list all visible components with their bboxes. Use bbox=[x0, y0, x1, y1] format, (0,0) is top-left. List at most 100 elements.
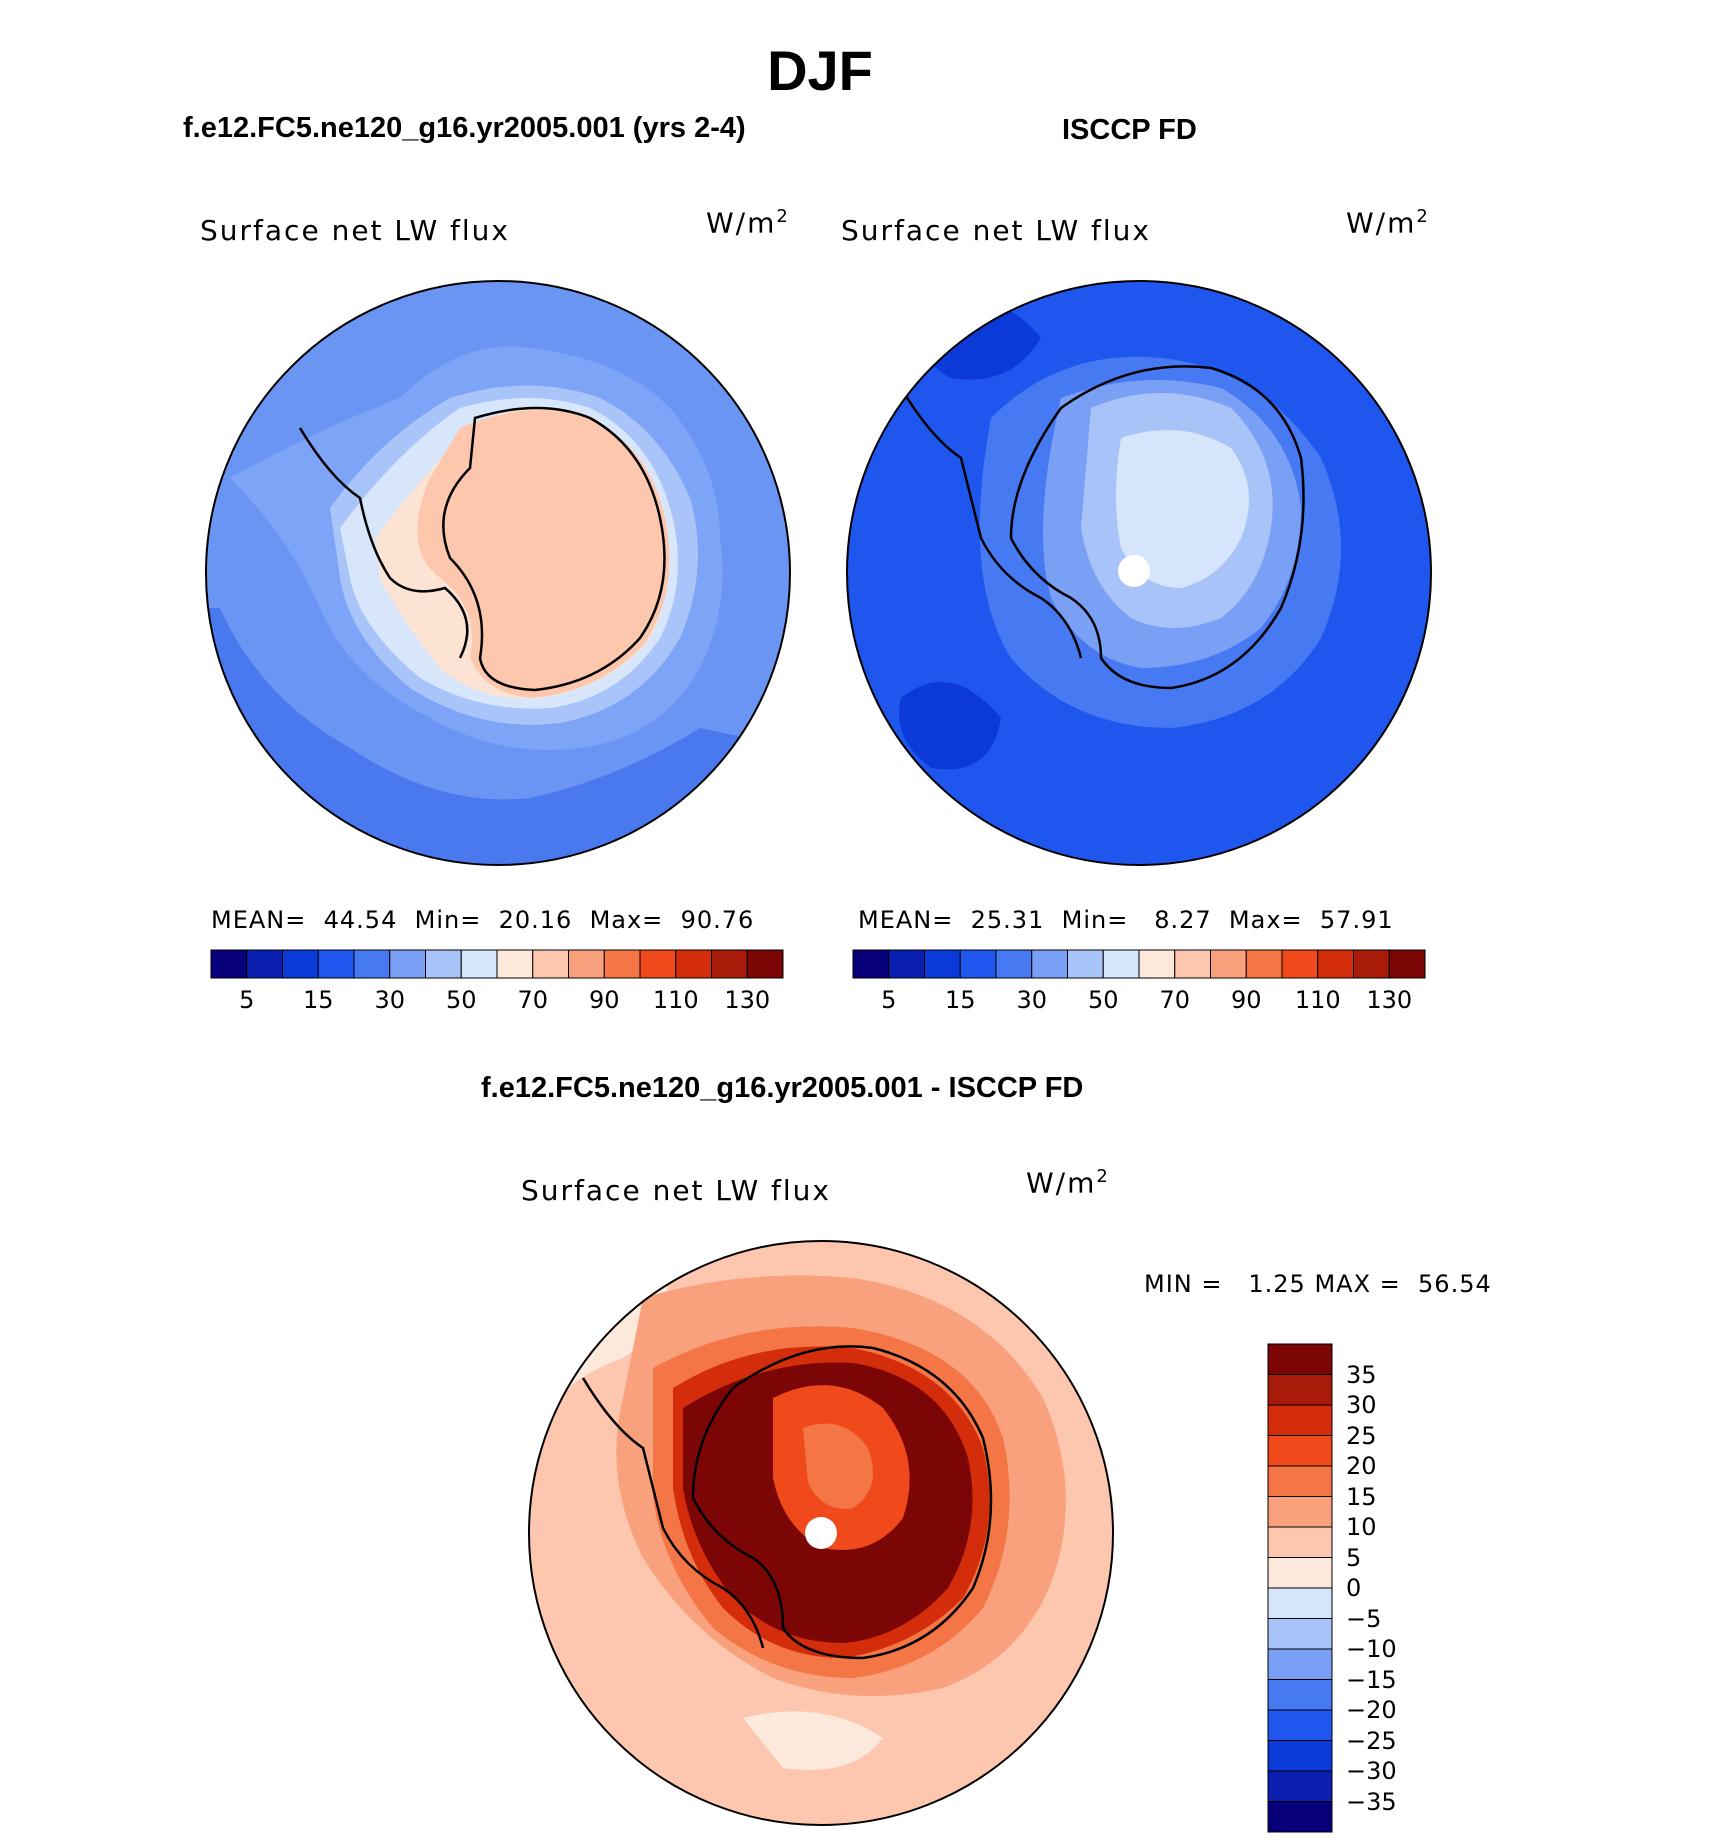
colorbar-swatch bbox=[210, 949, 248, 979]
colorbar-tick-label: 5 bbox=[239, 986, 255, 1014]
colorbar-swatch bbox=[425, 949, 462, 979]
colorbar-tick-label: 90 bbox=[1230, 986, 1262, 1014]
panel1-map bbox=[205, 280, 791, 866]
panel1-title: f.e12.FC5.ne120_g16.yr2005.001 (yrs 2-4) bbox=[183, 112, 746, 144]
colorbar-swatch bbox=[1267, 1435, 1333, 1467]
colorbar-tick-label: 50 bbox=[1087, 986, 1119, 1014]
colorbar-tick-label: 15 bbox=[302, 986, 334, 1014]
panel3-map bbox=[528, 1240, 1114, 1826]
colorbar-swatch bbox=[1267, 1709, 1333, 1741]
colorbar-tick-label: −25 bbox=[1346, 1726, 1397, 1755]
panel3-colorbar-ticks: 35 30 25 20 15 10 5 0 −5 −10 −15 −20 −25 −30 −35 bbox=[1346, 1344, 1466, 1832]
colorbar-swatch bbox=[1267, 1496, 1333, 1528]
colorbar-tick-label: 5 bbox=[881, 986, 897, 1014]
colorbar-tick-label: 130 bbox=[1366, 986, 1413, 1014]
colorbar-swatch bbox=[1267, 1374, 1333, 1406]
colorbar-swatch bbox=[1267, 1801, 1333, 1833]
colorbar-tick-label: −5 bbox=[1346, 1604, 1382, 1633]
panel2-title: ISCCP FD bbox=[1062, 114, 1197, 146]
colorbar-swatch bbox=[1267, 1343, 1333, 1375]
colorbar-swatch bbox=[1388, 949, 1426, 979]
colorbar-swatch bbox=[496, 949, 534, 979]
colorbar-swatch bbox=[1245, 949, 1283, 979]
colorbar-tick-label: 50 bbox=[445, 986, 477, 1014]
colorbar-swatch bbox=[317, 949, 355, 979]
panel1-colorbar-ticks: 5 15 30 50 70 90 110 130 bbox=[211, 986, 783, 1016]
colorbar-swatch bbox=[282, 949, 319, 979]
colorbar-tick-label: 90 bbox=[588, 986, 620, 1014]
colorbar-swatch bbox=[1267, 1648, 1333, 1680]
colorbar-tick-label: 10 bbox=[1346, 1513, 1377, 1541]
colorbar-swatch bbox=[1267, 1587, 1333, 1619]
colorbar-swatch bbox=[1267, 1740, 1333, 1772]
colorbar-tick-label: 0 bbox=[1346, 1574, 1362, 1602]
colorbar-swatch bbox=[353, 949, 391, 979]
colorbar-tick-label: −30 bbox=[1346, 1757, 1397, 1785]
panel2-stats: MEAN= 25.31 Min= 8.27 Max= 57.91 bbox=[858, 906, 1394, 934]
colorbar-swatch bbox=[1267, 1770, 1333, 1802]
colorbar-tick-label: 20 bbox=[1346, 1452, 1377, 1480]
colorbar-tick-label: 30 bbox=[1346, 1391, 1377, 1419]
colorbar-swatch bbox=[711, 949, 748, 979]
colorbar-tick-label: −35 bbox=[1346, 1787, 1397, 1816]
colorbar-tick-label: −20 bbox=[1346, 1696, 1397, 1724]
colorbar-tick-label: 30 bbox=[1016, 986, 1048, 1014]
colorbar-swatch bbox=[1210, 949, 1247, 979]
colorbar-swatch bbox=[959, 949, 997, 979]
colorbar-swatch bbox=[389, 949, 426, 979]
colorbar-tick-label: 70 bbox=[1159, 986, 1191, 1014]
colorbar-swatch bbox=[1102, 949, 1140, 979]
figure-title: DJF bbox=[767, 39, 873, 102]
panel3-variable: Surface net LW flux bbox=[521, 1174, 831, 1207]
colorbar-swatch bbox=[675, 949, 712, 979]
colorbar-tick-label: −15 bbox=[1346, 1665, 1397, 1694]
colorbar-swatch bbox=[603, 949, 641, 979]
colorbar-swatch bbox=[1267, 1526, 1333, 1558]
colorbar-swatch bbox=[1267, 1618, 1333, 1650]
colorbar-swatch bbox=[460, 949, 498, 979]
colorbar-swatch bbox=[1267, 1557, 1333, 1589]
colorbar-swatch bbox=[532, 949, 569, 979]
panel3-colorbar bbox=[1267, 1343, 1333, 1833]
colorbar-tick-label: 35 bbox=[1346, 1360, 1377, 1389]
colorbar-swatch bbox=[1281, 949, 1319, 979]
panel3-stats: MIN = 1.25 MAX = 56.54 bbox=[1144, 1270, 1492, 1298]
colorbar-tick-label: 30 bbox=[374, 986, 406, 1014]
panel2-map bbox=[846, 280, 1432, 866]
colorbar-tick-label: 15 bbox=[944, 986, 976, 1014]
colorbar-swatch bbox=[995, 949, 1033, 979]
colorbar-tick-label: 5 bbox=[1346, 1543, 1362, 1572]
colorbar-tick-label: 110 bbox=[652, 986, 699, 1014]
panel3-title: f.e12.FC5.ne120_g16.yr2005.001 - ISCCP F… bbox=[481, 1072, 1084, 1104]
colorbar-tick-label: −10 bbox=[1346, 1635, 1397, 1663]
colorbar-swatch bbox=[246, 949, 283, 979]
panel2-colorbar bbox=[852, 949, 1426, 979]
colorbar-swatch bbox=[746, 949, 784, 979]
colorbar-tick-label: 70 bbox=[517, 986, 549, 1014]
colorbar-tick-label: 130 bbox=[724, 986, 771, 1014]
colorbar-swatch bbox=[639, 949, 677, 979]
panel1-colorbar bbox=[210, 949, 784, 979]
panel3-units: W/m2 bbox=[1026, 1166, 1110, 1200]
colorbar-swatch bbox=[1138, 949, 1176, 979]
colorbar-swatch bbox=[1267, 1679, 1333, 1711]
colorbar-swatch bbox=[1317, 949, 1354, 979]
colorbar-swatch bbox=[568, 949, 605, 979]
panel1-stats: MEAN= 44.54 Min= 20.16 Max= 90.76 bbox=[211, 906, 755, 934]
panel2-units: W/m2 bbox=[1346, 206, 1430, 240]
colorbar-tick-label: 15 bbox=[1346, 1482, 1377, 1511]
panel2-variable: Surface net LW flux bbox=[841, 214, 1151, 247]
colorbar-swatch bbox=[1267, 1465, 1333, 1497]
colorbar-swatch bbox=[1174, 949, 1211, 979]
colorbar-swatch bbox=[852, 949, 890, 979]
panel1-variable: Surface net LW flux bbox=[200, 214, 510, 247]
panel2-colorbar-ticks: 5 15 30 50 70 90 110 130 bbox=[853, 986, 1425, 1016]
colorbar-tick-label: 110 bbox=[1294, 986, 1341, 1014]
colorbar-swatch bbox=[924, 949, 961, 979]
colorbar-swatch bbox=[1353, 949, 1390, 979]
panel1-units: W/m2 bbox=[706, 206, 790, 240]
colorbar-swatch bbox=[888, 949, 925, 979]
colorbar-swatch bbox=[1267, 1404, 1333, 1436]
colorbar-swatch bbox=[1067, 949, 1104, 979]
colorbar-tick-label: 25 bbox=[1346, 1421, 1377, 1450]
